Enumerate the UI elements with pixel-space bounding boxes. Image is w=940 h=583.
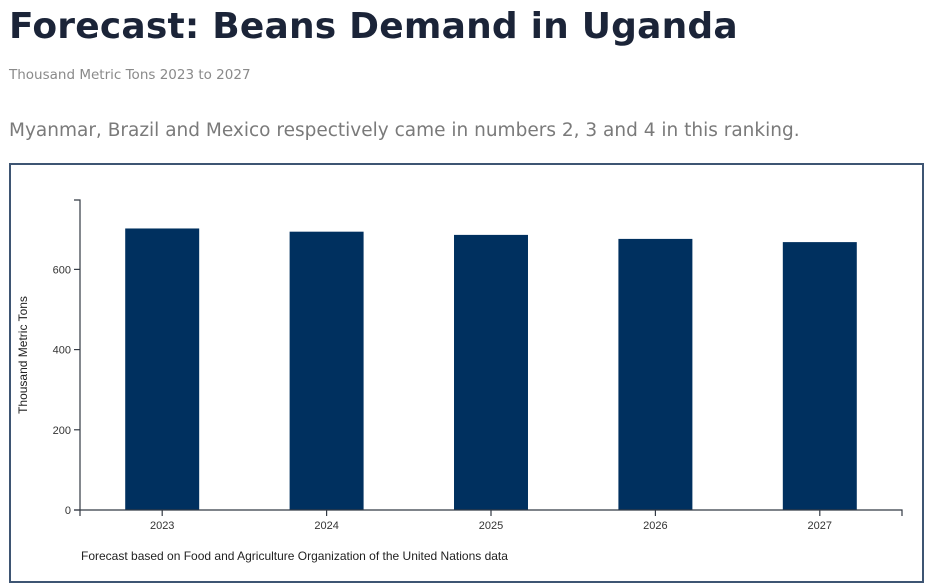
y-axis: 0 200 400 600 <box>53 199 81 517</box>
x-tick-label: 2025 <box>479 520 503 532</box>
chart-description: Myanmar, Brazil and Mexico respectively … <box>9 120 800 141</box>
y-tick-label: 200 <box>53 425 71 437</box>
page-subtitle: Thousand Metric Tons 2023 to 2027 <box>9 67 251 83</box>
y-tick-label: 0 <box>65 505 71 517</box>
y-tick-label: 400 <box>53 345 71 357</box>
x-tick-label: 2026 <box>643 520 667 532</box>
source-note: Forecast based on Food and Agriculture O… <box>81 549 508 563</box>
y-axis-title: Thousand Metric Tons <box>16 296 30 414</box>
bar-2024 <box>289 231 364 510</box>
bar-2025 <box>454 234 528 510</box>
y-tick-label: 600 <box>53 264 71 276</box>
bars-group <box>125 228 857 510</box>
x-tick-label: 2027 <box>808 520 832 532</box>
page-title: Forecast: Beans Demand in Uganda <box>9 6 738 47</box>
x-tick-label: 2023 <box>150 520 174 532</box>
x-tick-label: 2024 <box>314 520 338 532</box>
x-axis: 2023 2024 2025 2026 2027 <box>79 509 903 532</box>
bar-2023 <box>125 228 200 510</box>
bar-2027 <box>782 242 857 510</box>
bar-2026 <box>618 238 693 510</box>
y-axis-line <box>74 199 81 511</box>
